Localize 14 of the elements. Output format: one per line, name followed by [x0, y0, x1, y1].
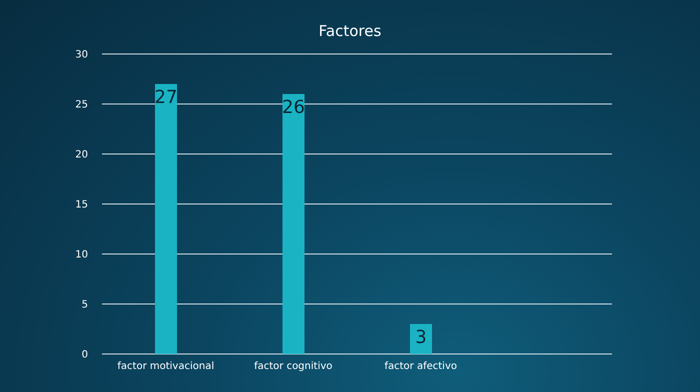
- y-tick-label: 15: [75, 200, 88, 211]
- chart-title: Factores: [318, 22, 382, 40]
- data-label: 27: [154, 86, 178, 108]
- y-tick-label: 20: [75, 150, 88, 161]
- data-label: 26: [282, 96, 305, 118]
- x-tick-label: factor motivacional: [117, 361, 214, 372]
- data-label: 3: [415, 326, 427, 348]
- x-tick-label: factor cognitivo: [254, 361, 332, 372]
- y-tick-label: 5: [82, 300, 88, 311]
- x-tick-label: factor afectivo: [384, 361, 458, 372]
- y-tick-label: 30: [75, 50, 88, 61]
- y-tick-label: 10: [75, 250, 88, 261]
- y-tick-label: 25: [75, 100, 88, 111]
- y-tick-label: 0: [82, 350, 88, 361]
